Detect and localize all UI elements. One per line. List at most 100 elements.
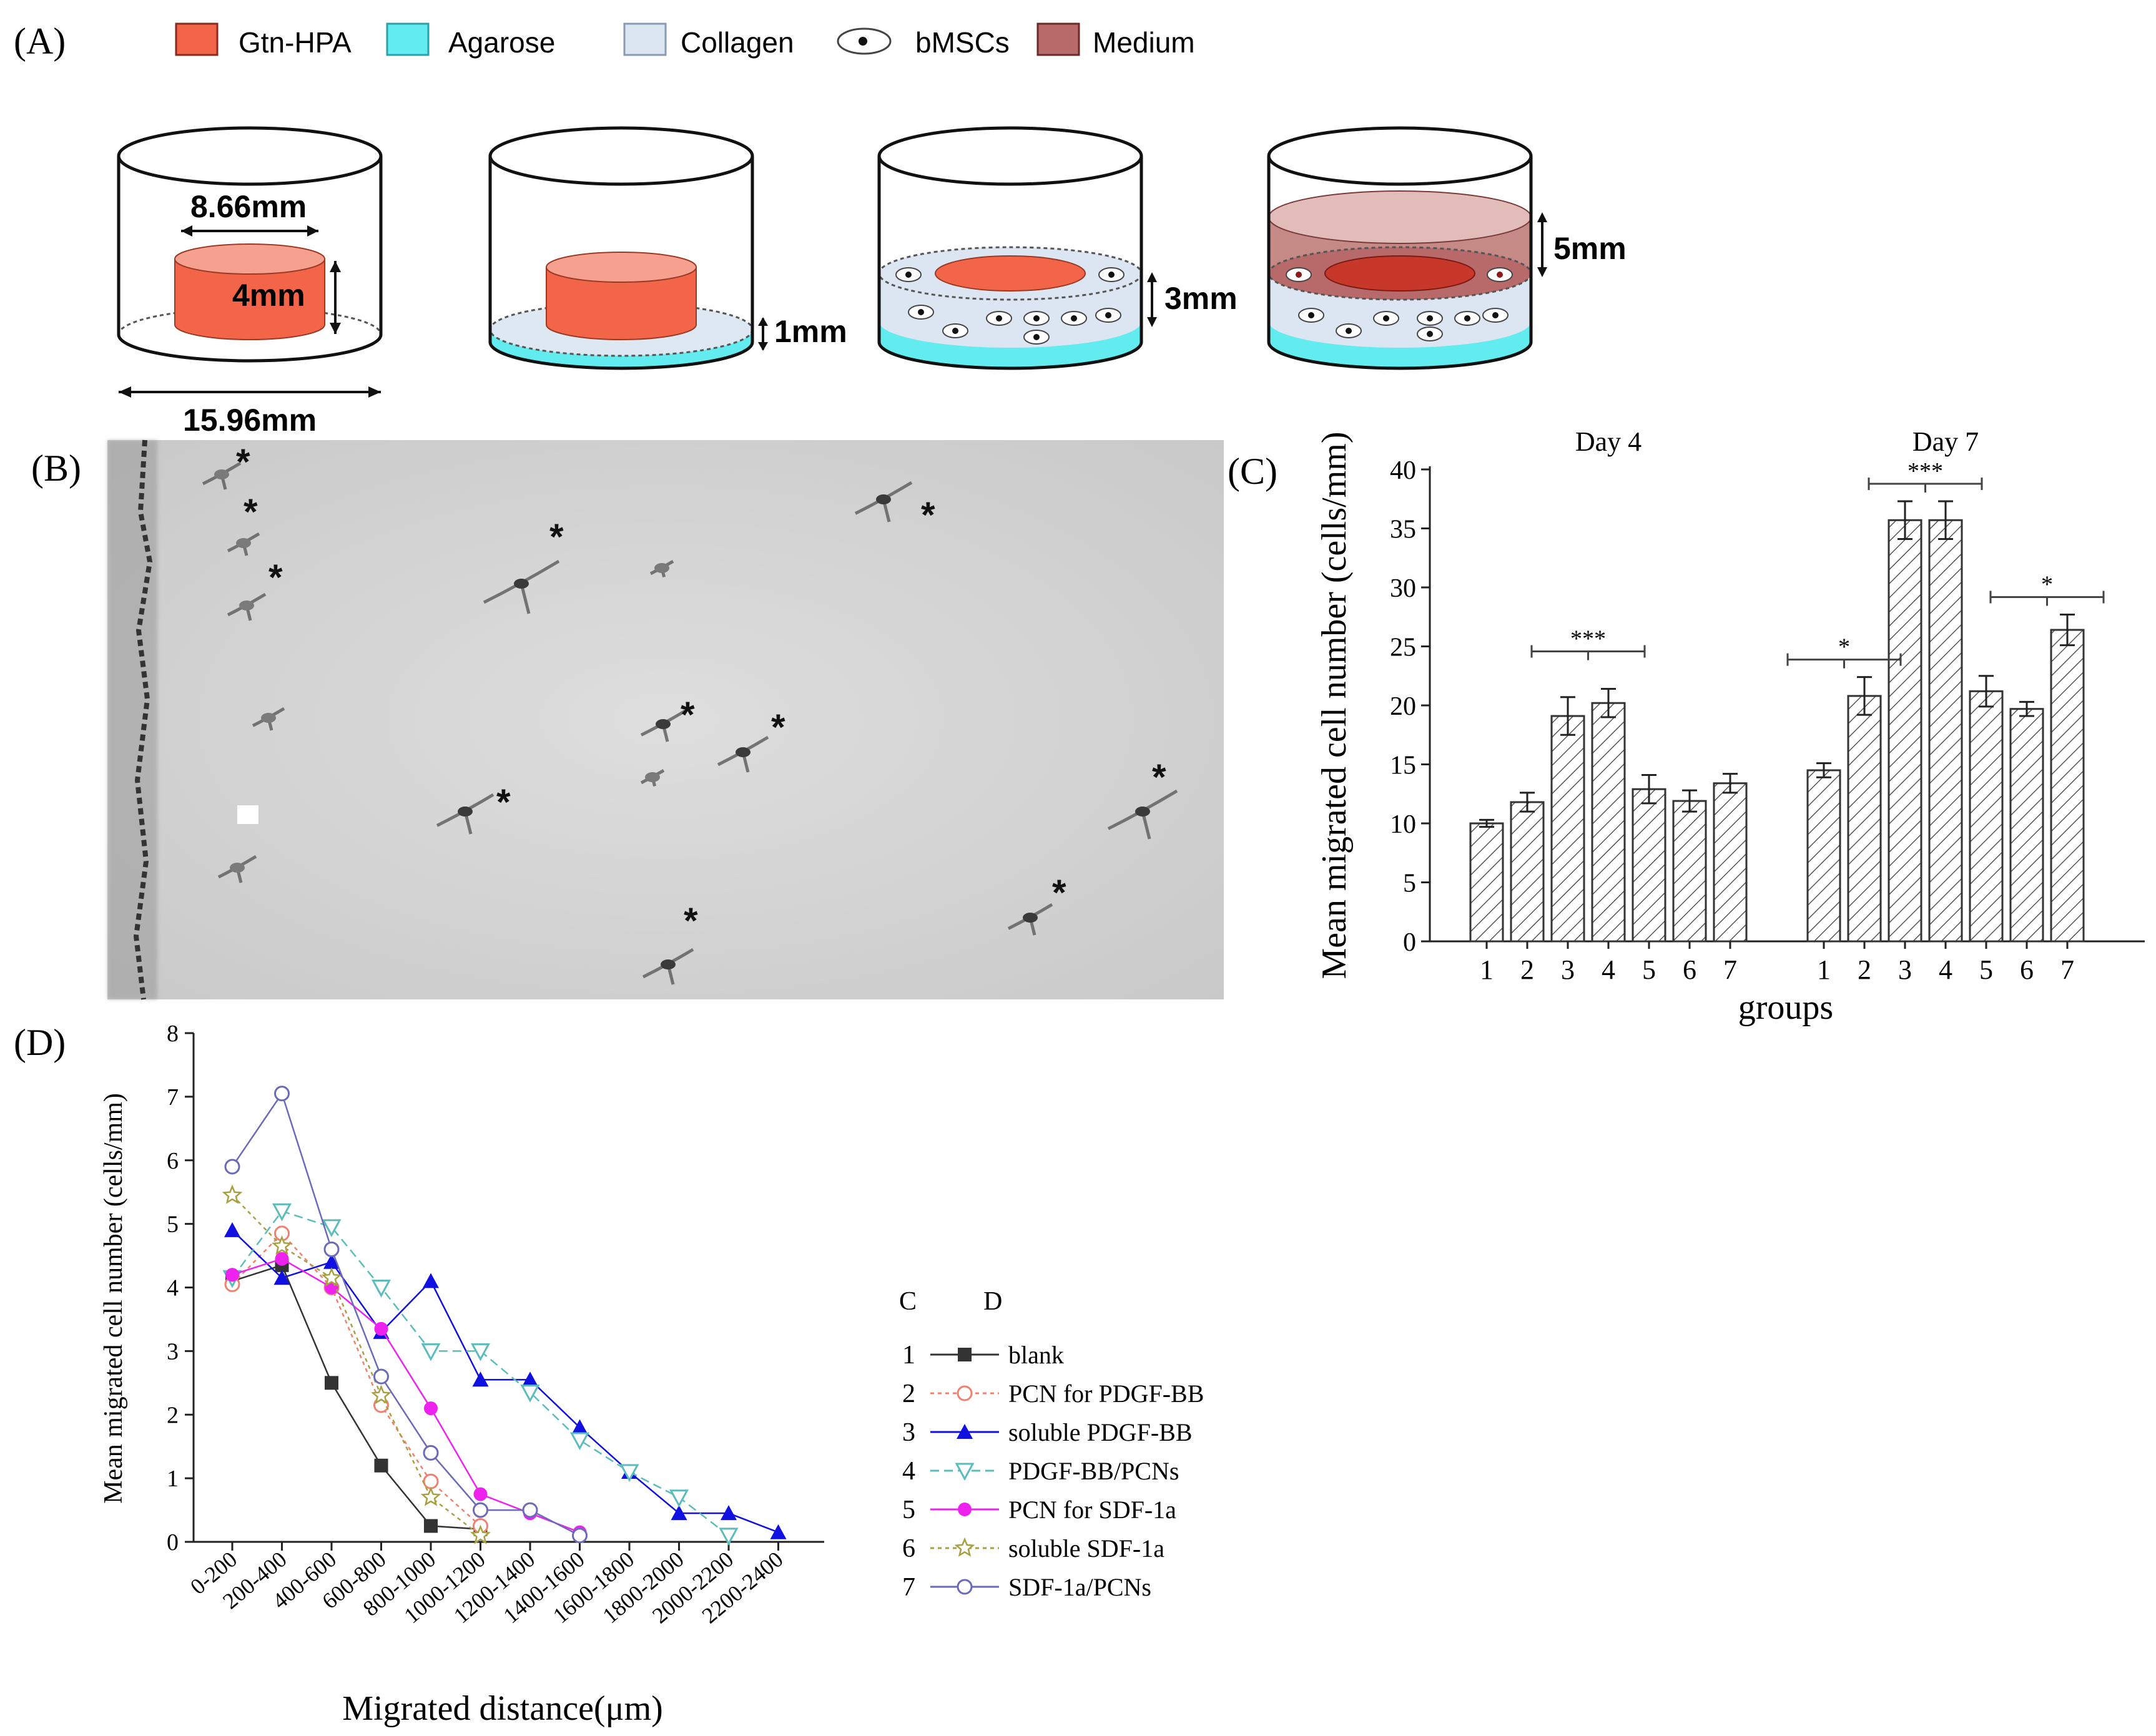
cell-nucleus [1497,272,1503,278]
bar-chart-x-tick-label: 6 [2020,954,2034,985]
significance-label: * [1838,634,1850,660]
line-marker [619,1464,639,1483]
panel-label-b: (B) [31,448,81,489]
line-series [232,1264,481,1530]
legend-label: PCN for PDGF-BB [1008,1380,1204,1408]
micrograph-cell-body [514,579,529,589]
well-3: 3mm [877,126,1238,370]
cell-nucleus [996,315,1002,321]
gel-height-label: 4mm [232,278,305,313]
bar-chart-group-title: Day 7 [1912,426,1979,457]
line-marker [374,1458,388,1473]
bar-chart-y-tick-label: 35 [1390,516,1416,544]
line-marker [470,1524,491,1544]
legend-number: 5 [902,1496,915,1524]
line-chart-y-tick-label: 1 [167,1466,179,1492]
micrograph-cells [202,461,1178,985]
bar-chart-x-tick-label: 2 [1858,954,1871,985]
line-marker [323,1241,340,1257]
well-1-gel-top [174,243,325,275]
line-chart-y-tick-label: 3 [167,1338,179,1365]
micrograph-edge-line [133,439,153,1000]
line-chart-y-tick-label: 2 [167,1402,179,1428]
legend-label: PDGF-BB/PCNs [1008,1457,1179,1485]
significance-label: *** [1570,626,1606,652]
cell-nucleus [918,309,924,315]
legend-number: 4 [902,1457,915,1486]
line-marker [473,1487,488,1501]
line-marker [671,1505,687,1521]
micrograph-cell-body [661,959,676,969]
bar [1847,695,1882,943]
line-marker [955,1463,975,1481]
well-3-cells [895,267,1125,345]
line-chart-y-tick-label: 7 [167,1084,179,1111]
line-marker [520,1385,540,1403]
well-diameter-label: 15.96mm [183,403,317,438]
line-series [232,1232,481,1527]
bar-chart-x-tick-label: 7 [1723,954,1737,985]
micrograph-cell-body [645,772,660,782]
line-marker [954,1537,975,1557]
significance-label: * [2041,571,2053,597]
cell-nucleus [1346,328,1352,334]
legend-label-bmscs: bMSCs [915,26,1010,59]
significance-label: *** [1907,458,1943,484]
micrograph-cell-body [654,563,669,573]
line-marker [273,1270,290,1285]
bar [1713,782,1748,943]
micrograph-marker: * [684,901,698,941]
line-marker [325,1376,338,1390]
line-marker [472,1371,489,1387]
line-marker [274,1086,290,1102]
line-marker [721,1505,737,1521]
bar [2050,629,2085,943]
cell-nucleus [1105,312,1111,318]
micrograph-marker: * [921,495,935,536]
micrograph-cell-body [876,494,891,504]
micrograph-marker: * [1152,757,1166,798]
legend-label: PCN for SDF-1a [1008,1496,1176,1524]
line-marker [423,1473,439,1489]
well-2-gel-top [546,252,697,283]
bar [1632,788,1666,943]
legend-number: 6 [902,1534,915,1563]
panel-label-a: (A) [14,21,66,62]
schematic-legend: Gtn-HPA Agarose Collagen bMSCs Medium [175,22,1195,59]
line-marker [224,1222,240,1237]
panel-d: (D) 0 1 2 3 4 5 6 7 8 Mean migrated cell number (… [14,1021,1204,1728]
legend-label: soluble SDF-1a [1008,1534,1164,1562]
legend-number: 1 [902,1341,915,1370]
bar-chart-x-tick-label: 1 [1480,954,1494,985]
legend-cell-nucleus [859,37,867,46]
line-marker [420,1486,441,1506]
cell-nucleus [905,272,912,278]
line-marker [470,1343,491,1361]
micrograph-marker: * [681,695,695,735]
legend-header-c: C [899,1287,917,1316]
micrograph-cell-body [214,469,229,479]
line-marker [321,1267,342,1287]
bar-chart-x-tick-label: 5 [1642,954,1656,985]
line-chart-y-tick-label: 5 [167,1212,179,1238]
micrograph-white-mark [237,805,258,824]
legend-label-collagen: Collagen [681,26,794,59]
panel-a: (A) Gtn-HPA Agarose Collagen bMSCs Mediu… [14,21,1627,438]
well-4-rim [1267,126,1533,186]
bar-chart-y-tick-label: 25 [1390,634,1416,662]
cell-nucleus [1296,272,1302,278]
micrograph-cell-body [236,538,251,548]
line-marker [958,1503,972,1516]
cell-nucleus [1033,315,1040,321]
line-marker [957,1385,973,1401]
agarose-height-arrowheads [758,317,768,351]
well-4-gel [1324,255,1475,292]
micrograph-cell-body [261,713,276,723]
well-3-rim [877,126,1143,186]
line-marker [421,1343,441,1361]
cell-nucleus [1071,315,1077,321]
panel-label-c: (C) [1228,451,1277,492]
legend-number: 7 [902,1573,915,1602]
legend-label: soluble PDGF-BB [1008,1418,1193,1446]
